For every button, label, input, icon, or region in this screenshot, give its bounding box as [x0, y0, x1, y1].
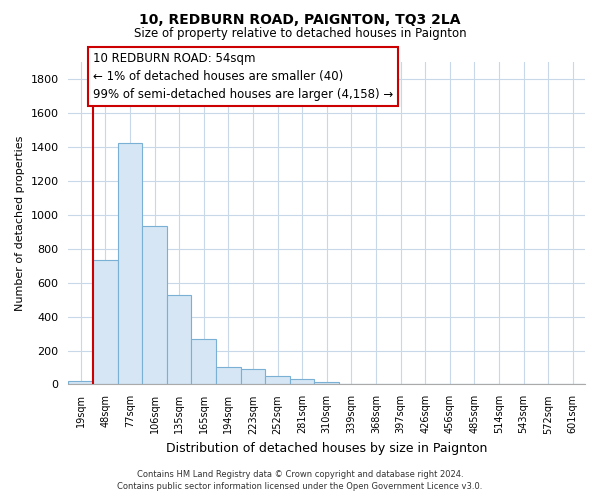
Bar	[167, 294, 191, 384]
Text: Contains HM Land Registry data © Crown copyright and database right 2024.
Contai: Contains HM Land Registry data © Crown c…	[118, 470, 482, 491]
Bar	[314, 382, 339, 384]
Bar	[265, 376, 290, 384]
Bar	[68, 381, 93, 384]
Bar	[118, 142, 142, 384]
Bar	[241, 369, 265, 384]
Bar	[93, 260, 118, 384]
Text: 10, REDBURN ROAD, PAIGNTON, TQ3 2LA: 10, REDBURN ROAD, PAIGNTON, TQ3 2LA	[139, 12, 461, 26]
Y-axis label: Number of detached properties: Number of detached properties	[15, 136, 25, 311]
Bar	[290, 380, 314, 384]
Bar	[191, 338, 216, 384]
X-axis label: Distribution of detached houses by size in Paignton: Distribution of detached houses by size …	[166, 442, 487, 455]
Text: 10 REDBURN ROAD: 54sqm
← 1% of detached houses are smaller (40)
99% of semi-deta: 10 REDBURN ROAD: 54sqm ← 1% of detached …	[93, 52, 393, 101]
Bar	[216, 368, 241, 384]
Bar	[142, 226, 167, 384]
Text: Size of property relative to detached houses in Paignton: Size of property relative to detached ho…	[134, 28, 466, 40]
